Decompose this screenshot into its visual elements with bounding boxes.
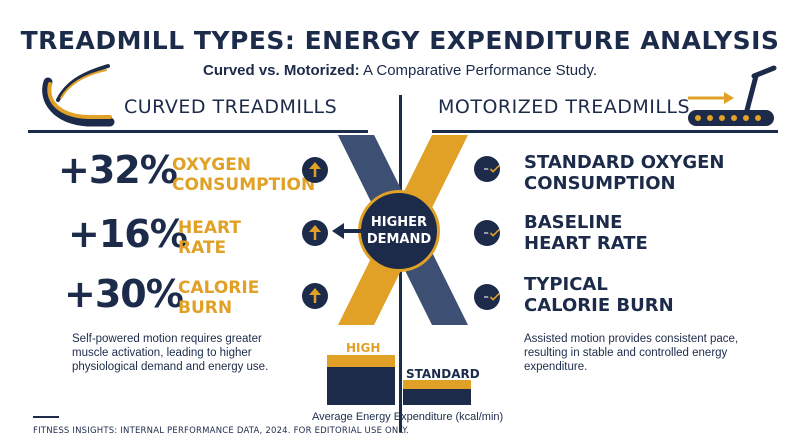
calorie-label: CALORIE BURN xyxy=(178,278,260,318)
higher-demand-badge: HIGHER DEMAND xyxy=(358,190,440,272)
high-bar xyxy=(327,355,395,405)
motorized-heading: MOTORIZED TREADMILLS xyxy=(438,96,691,118)
dash-check-icon xyxy=(474,156,500,182)
standard-bar xyxy=(403,380,471,405)
left-divider xyxy=(28,130,368,133)
heart-rate-label: HEART RATE xyxy=(178,218,241,258)
motorized-treadmill-icon xyxy=(688,65,777,126)
badge-line2: DEMAND xyxy=(366,232,432,247)
right-divider xyxy=(432,130,778,133)
subtitle-bold: Curved vs. Motorized: xyxy=(202,62,360,79)
arrow-left-icon xyxy=(332,223,362,239)
curved-heading: CURVED TREADMILLS xyxy=(124,96,338,118)
badge-line1: HIGHER xyxy=(370,215,428,230)
typical-calorie-label: TYPICAL CALORIE BURN xyxy=(524,274,674,316)
oxygen-label: OXYGEN CONSUMPTION xyxy=(172,155,316,195)
baseline-heart-label: BASELINE HEART RATE xyxy=(524,212,648,254)
subtitle-rest: A Comparative Performance Study. xyxy=(359,62,598,79)
calorie-pct: +30% xyxy=(64,272,184,316)
curved-description: Self-powered motion requires greater mus… xyxy=(72,333,269,373)
motorized-description: Assisted motion provides consistent pace… xyxy=(524,333,739,373)
arrow-up-icon xyxy=(302,220,328,246)
arrow-up-icon xyxy=(302,283,328,309)
standard-label: STANDARD xyxy=(406,367,480,381)
bar-axis-label: Average Energy Expenditure (kcal/min) xyxy=(312,411,504,423)
page-title: TREADMILL TYPES: ENERGY EXPENDITURE ANAL… xyxy=(20,26,780,55)
curved-treadmill-icon xyxy=(42,64,115,127)
dash-check-icon xyxy=(474,220,500,246)
arrow-up-icon xyxy=(302,157,328,183)
standard-oxygen-label: STANDARD OXYGEN CONSUMPTION xyxy=(524,152,725,194)
footer-note: FITNESS INSIGHTS: INTERNAL PERFORMANCE D… xyxy=(33,426,409,436)
high-label: HIGH xyxy=(346,341,381,355)
footer-rule xyxy=(33,416,59,418)
oxygen-pct: +32% xyxy=(58,148,178,192)
page-subtitle: Curved vs. Motorized: A Comparative Perf… xyxy=(0,62,800,79)
dash-check-icon xyxy=(474,284,500,310)
heart-rate-pct: +16% xyxy=(68,212,188,256)
